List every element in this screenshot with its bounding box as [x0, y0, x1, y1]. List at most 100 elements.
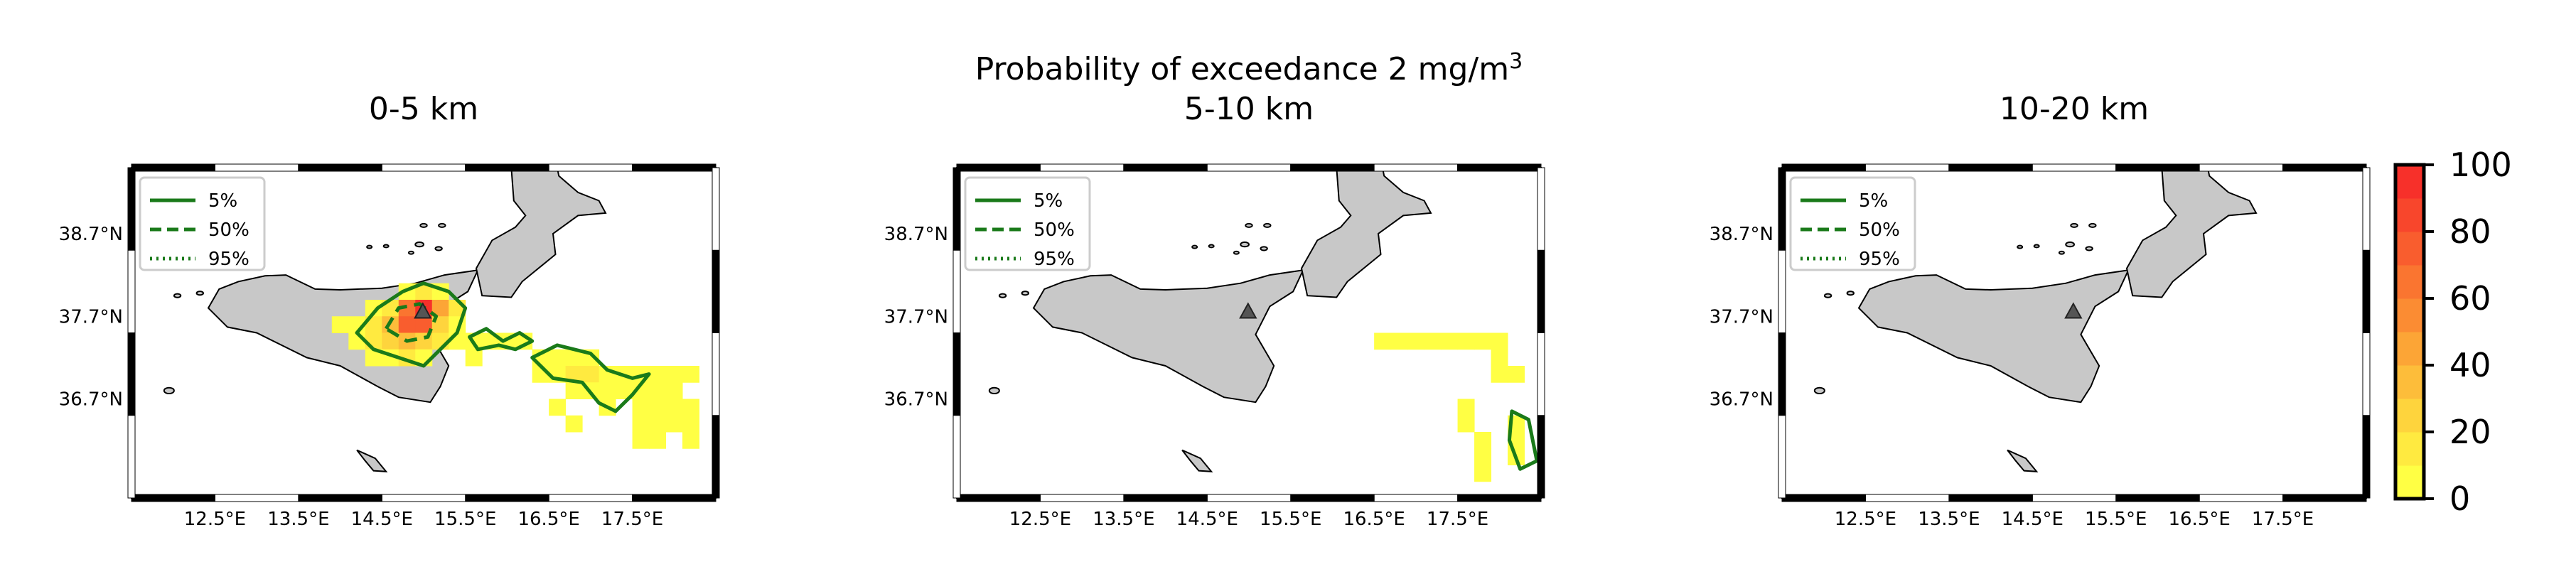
border-segment — [214, 494, 299, 502]
border-segment — [548, 494, 633, 502]
probability-cell — [1491, 366, 1508, 383]
colorbar-step — [2395, 265, 2424, 299]
probability-cell — [565, 349, 583, 367]
colorbar-frame — [2393, 163, 2426, 501]
probability-cell — [582, 366, 600, 383]
probability-cell — [565, 366, 583, 383]
probability-cell — [398, 300, 416, 317]
probability-cell — [649, 415, 667, 433]
small-island — [1260, 246, 1268, 251]
legend-label: 5% — [1034, 190, 1063, 212]
colorbar-step — [2395, 365, 2424, 399]
small-island — [382, 244, 390, 249]
small-island — [438, 222, 446, 228]
probability-cell — [649, 399, 667, 416]
colorbar-ticks: 0 20 40 60 80 100 — [2424, 146, 2512, 518]
lon-tick-label: 12.5°E — [184, 509, 246, 530]
probability-cell — [1508, 366, 1525, 383]
probability-cell — [331, 316, 349, 333]
legend: 5% 50% 95% — [1789, 176, 1916, 271]
lon-tick-label: 15.5°E — [434, 509, 496, 530]
legend-label: 95% — [1034, 249, 1075, 270]
small-island — [173, 293, 182, 298]
probability-cell — [415, 283, 433, 300]
border-segment — [381, 163, 466, 172]
lon-tick-label: 16.5°E — [517, 509, 579, 530]
contour-5pct — [1507, 409, 1539, 471]
lat-tick-label: 37.7°N — [1710, 306, 1773, 327]
border-segment — [1778, 415, 1786, 499]
probability-cell — [1491, 349, 1508, 367]
probability-cell — [431, 300, 449, 317]
lat-tick-label: 38.7°N — [884, 224, 948, 245]
lon-tick-label: 13.5°E — [1093, 509, 1154, 530]
border-segment — [127, 332, 136, 416]
colorbar-tick-label: 20 — [2449, 413, 2491, 451]
calabria-land — [475, 168, 607, 298]
border-segment — [1778, 332, 1786, 416]
small-island — [1240, 241, 1250, 248]
probability-cell — [1424, 332, 1442, 350]
axis-ticks: 12.5°E 13.5°E 14.5°E 15.5°E 16.5°E 17.5°E 38.7… — [59, 224, 664, 530]
border-segment — [548, 163, 633, 172]
volcano-marker-layer — [1239, 302, 1257, 319]
probability-cell — [1441, 332, 1459, 350]
probability-cell — [365, 349, 382, 367]
probability-cell — [415, 316, 433, 333]
colorbar-step — [2395, 198, 2424, 232]
small-island — [407, 250, 414, 255]
probability-cell — [1474, 432, 1492, 449]
border-segment — [1290, 494, 1375, 502]
probability-cell — [649, 366, 667, 383]
border-segment — [2362, 249, 2371, 333]
probability-cell — [665, 366, 683, 383]
sicily-land — [1857, 269, 2130, 404]
probability-cell — [1457, 399, 1475, 416]
legend: 5% 50% 95% — [139, 176, 266, 271]
border-segment — [131, 494, 215, 502]
lat-tick-label: 38.7°N — [59, 224, 123, 245]
probability-cell — [1390, 332, 1408, 350]
probability-cell — [1374, 332, 1392, 350]
lat-tick-label: 36.7°N — [884, 389, 948, 411]
small-island — [1263, 222, 1272, 228]
colorbar-step — [2395, 165, 2424, 199]
map-border — [1778, 163, 2371, 502]
lon-tick-label: 15.5°E — [1260, 509, 1321, 530]
small-island — [1208, 244, 1215, 249]
border-segment — [1537, 332, 1545, 416]
border-segment — [298, 494, 382, 502]
lat-tick-label: 36.7°N — [1710, 389, 1773, 411]
pantelleria-island — [988, 386, 1000, 395]
legend-label: 95% — [208, 249, 249, 270]
border-segment — [2362, 415, 2371, 499]
contour-lines — [1507, 409, 1539, 471]
legend-label: 50% — [1859, 220, 1900, 241]
border-segment — [127, 249, 136, 333]
colorbar-tick-label: 40 — [2449, 346, 2491, 384]
colorbar-steps — [2395, 165, 2424, 499]
small-island — [2058, 250, 2065, 255]
border-segment — [1948, 494, 2033, 502]
border-segment — [952, 332, 961, 416]
lat-tick-label: 36.7°N — [59, 389, 123, 411]
lon-tick-label: 14.5°E — [2002, 509, 2064, 530]
border-segment — [1457, 163, 1542, 172]
lat-tick-label: 37.7°N — [59, 306, 123, 327]
lat-tick-label: 38.7°N — [1710, 224, 1773, 245]
small-island — [2033, 244, 2040, 249]
probability-cell — [665, 399, 683, 416]
border-segment — [952, 249, 961, 333]
legend-label: 50% — [1034, 220, 1075, 241]
contour-5pct — [355, 281, 468, 368]
land-layer — [1813, 168, 2258, 472]
border-segment — [2282, 163, 2367, 172]
small-island — [366, 244, 373, 249]
volcano-marker-layer — [414, 302, 432, 319]
border-segment — [956, 163, 1041, 172]
panel-title: 0-5 km — [369, 91, 478, 127]
land-layer — [988, 168, 1432, 472]
border-segment — [712, 415, 720, 499]
probability-cell — [649, 382, 667, 399]
